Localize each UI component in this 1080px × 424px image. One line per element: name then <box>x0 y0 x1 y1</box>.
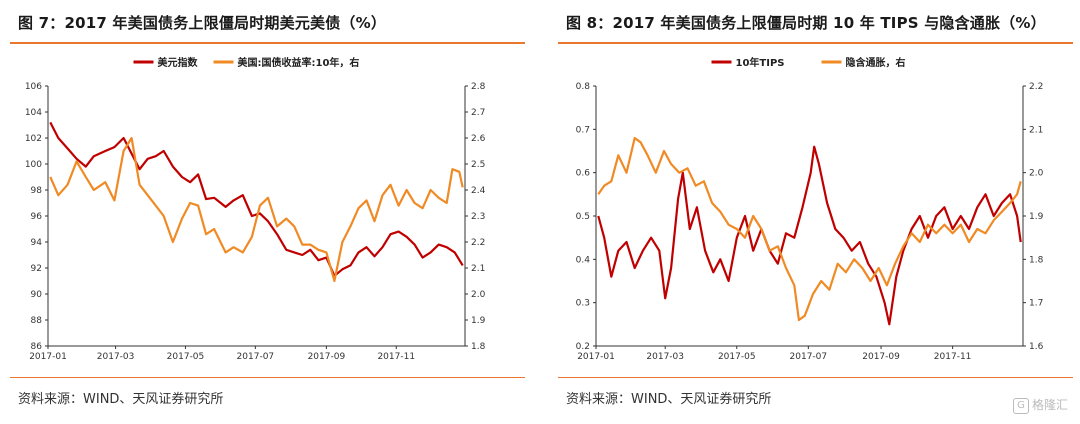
y-left-tick-label: 0.6 <box>576 169 591 179</box>
y-right-tick-label: 2.2 <box>1029 82 1043 92</box>
y-left-tick-label: 98 <box>31 186 43 196</box>
x-tick-label: 2017-09 <box>862 352 900 362</box>
y-right-tick-label: 2.6 <box>471 134 486 144</box>
y-right-tick-label: 2.1 <box>1029 125 1043 135</box>
x-tick-label: 2017-03 <box>646 352 684 362</box>
legend-label-2: 隐含通胀，右 <box>846 56 906 69</box>
x-tick-label: 2017-05 <box>167 352 205 362</box>
y-right-tick-label: 2.1 <box>471 264 485 274</box>
legend-label-2: 美国:国债收益率:10年，右 <box>238 56 360 69</box>
y-left-tick-label: 0.4 <box>576 255 591 265</box>
y-right-tick-label: 2.0 <box>1029 169 1044 179</box>
y-right-tick-label: 1.8 <box>471 342 486 352</box>
x-tick-label: 2017-11 <box>934 352 972 362</box>
x-tick-label: 2017-07 <box>237 352 275 362</box>
y-right-tick-label: 2.8 <box>471 82 486 92</box>
series-line-1 <box>49 121 464 277</box>
watermark: G 格隆汇 <box>1012 396 1068 414</box>
y-left-tick-label: 96 <box>31 212 43 222</box>
x-tick-label: 2017-05 <box>718 352 756 362</box>
series-line-1 <box>597 145 1022 326</box>
y-left-tick-label: 88 <box>31 316 43 326</box>
series-line-2 <box>49 136 464 283</box>
title-divider <box>10 42 525 44</box>
x-tick-label: 2017-11 <box>377 352 415 362</box>
bottom-divider <box>558 377 1073 378</box>
y-left-tick-label: 0.8 <box>576 82 591 92</box>
bottom-divider <box>10 377 525 378</box>
y-left-tick-label: 0.5 <box>576 212 590 222</box>
legend-label-1: 10年TIPS <box>736 56 785 69</box>
y-left-tick-label: 86 <box>31 342 43 352</box>
x-tick-label: 2017-01 <box>29 352 67 362</box>
y-right-tick-label: 2.5 <box>471 160 485 170</box>
y-right-tick-label: 2.2 <box>471 238 485 248</box>
x-tick-label: 2017-03 <box>97 352 135 362</box>
y-left-tick-label: 90 <box>31 290 43 300</box>
source-note: 资料来源：WIND、天风证券研究所 <box>566 392 772 407</box>
y-right-tick-label: 2.0 <box>471 290 486 300</box>
y-right-tick-label: 2.3 <box>471 212 485 222</box>
y-left-tick-label: 100 <box>25 160 42 170</box>
y-right-tick-label: 2.7 <box>471 108 485 118</box>
y-left-tick-label: 92 <box>31 264 42 274</box>
figure-8-panel: 图 8：2017 年美国债务上限僵局时期 10 年 TIPS 与隐含通胀（%） … <box>558 0 1078 424</box>
chart-usd-treasury: 86 88 90 92 94 96 98 100 102 104 106 1.8 1.9 2.0 2.1 2.… <box>25 56 486 362</box>
y-left-tick-label: 106 <box>25 82 42 92</box>
x-tick-label: 2017-09 <box>308 352 346 362</box>
y-left-tick-label: 0.2 <box>576 342 590 352</box>
source-note: 资料来源：WIND、天风证券研究所 <box>18 392 224 407</box>
x-tick-label: 2017-07 <box>790 352 828 362</box>
y-left-tick-label: 102 <box>25 134 42 144</box>
gelonghui-logo-icon: G <box>1012 397 1029 414</box>
series-line-2 <box>597 136 1022 322</box>
watermark-text: 格隆汇 <box>1031 398 1068 412</box>
figure-7-panel: 图 7：2017 年美国债务上限僵局时期美元美债（%） 86 88 90 92 94 96… <box>10 0 530 424</box>
x-tick-label: 2017-01 <box>577 352 615 362</box>
figure-title: 图 7：2017 年美国债务上限僵局时期美元美债（%） <box>18 14 387 32</box>
y-right-tick-label: 1.9 <box>471 316 486 326</box>
y-left-tick-label: 0.3 <box>576 299 590 309</box>
y-right-tick-label: 1.7 <box>1029 299 1043 309</box>
y-right-tick-label: 2.4 <box>471 186 486 196</box>
y-left-tick-label: 104 <box>25 108 42 118</box>
y-right-tick-label: 1.8 <box>1029 255 1044 265</box>
y-right-tick-label: 1.9 <box>1029 212 1044 222</box>
y-left-tick-label: 0.7 <box>576 125 590 135</box>
figure-title: 图 8：2017 年美国债务上限僵局时期 10 年 TIPS 与隐含通胀（%） <box>566 14 1046 32</box>
legend-label-1: 美元指数 <box>158 56 199 69</box>
title-divider <box>558 42 1073 44</box>
y-left-tick-label: 94 <box>31 238 43 248</box>
y-right-tick-label: 1.6 <box>1029 342 1044 352</box>
chart-tips-breakeven: 0.2 0.3 0.4 0.5 0.6 0.7 0.8 1.6 1.7 1.8 1.9 2.0 2.1 2… <box>576 56 1044 362</box>
